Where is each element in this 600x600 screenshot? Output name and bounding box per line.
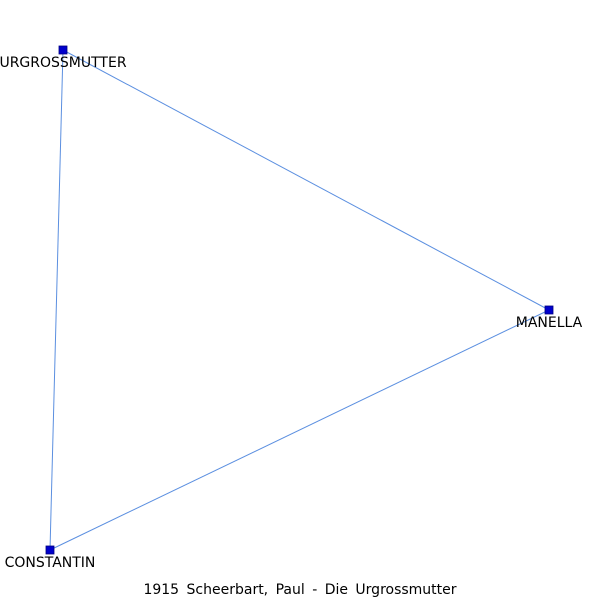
edge-manella-constantin — [49, 309, 550, 551]
labels-layer: URGROSSMUTTER MANELLA CONSTANTIN — [0, 55, 583, 571]
node-manella[interactable] — [544, 305, 554, 315]
graph-caption: 1915 Scheerbart, Paul - Die Urgrossmutte… — [143, 582, 457, 598]
edge-urgrossmutter-manella — [62, 49, 550, 311]
edges-layer — [49, 49, 550, 551]
node-label-constantin: CONSTANTIN — [5, 555, 96, 571]
node-label-urgrossmutter: URGROSSMUTTER — [0, 55, 127, 71]
edge-urgrossmutter-constantin — [49, 49, 64, 551]
node-constantin[interactable] — [45, 545, 55, 555]
nodes-layer — [45, 45, 554, 555]
node-label-manella: MANELLA — [516, 315, 583, 331]
node-urgrossmutter[interactable] — [58, 45, 68, 55]
